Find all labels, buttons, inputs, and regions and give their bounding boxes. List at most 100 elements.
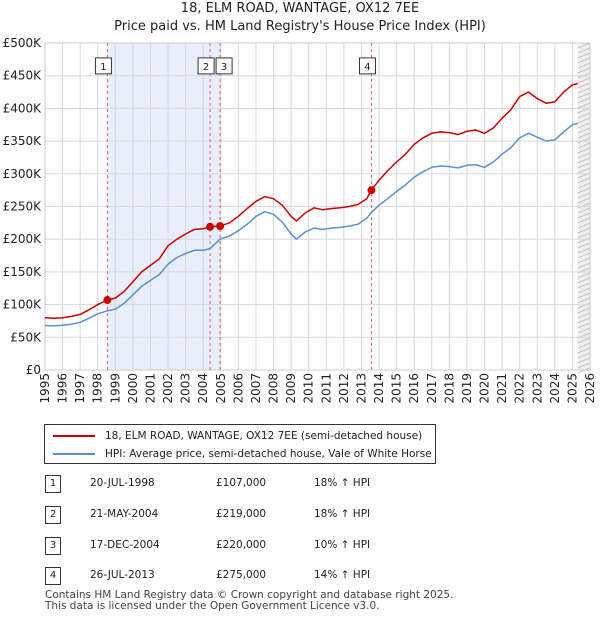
x-tick-label: 2012 <box>337 373 351 404</box>
y-tick-label: £300K <box>3 167 43 181</box>
sale-point <box>216 222 225 231</box>
forecast-hatch <box>577 92 591 99</box>
x-tick-label: 2015 <box>390 373 404 404</box>
forecast-hatch <box>577 282 591 289</box>
x-tick-label: 2025 <box>565 373 579 404</box>
forecast-hatch <box>577 307 591 314</box>
x-tick-label: 1995 <box>38 373 52 404</box>
forecast-hatch <box>577 177 591 184</box>
transaction-price: £219,000 <box>216 508 267 520</box>
y-tick-label: £200K <box>3 232 43 246</box>
forecast-hatch <box>577 227 591 234</box>
x-tick-label: 2022 <box>513 373 527 404</box>
forecast-hatch <box>577 132 591 139</box>
transaction-hpi-change: 18% ↑ HPI <box>314 508 371 520</box>
x-tick-label: 2020 <box>478 373 492 404</box>
sale-marker-box <box>358 57 376 75</box>
x-tick-label: 2023 <box>530 373 544 404</box>
x-tick-label: 2024 <box>548 373 562 404</box>
sale-marker-label: 2 <box>203 62 209 73</box>
transaction-row: 2 21-MAY-2004 £219,000 18% ↑ HPI <box>0 506 600 526</box>
x-tick-label: 1996 <box>56 373 70 404</box>
transaction-row: 3 17-DEC-2004 £220,000 10% ↑ HPI <box>0 537 600 557</box>
forecast-hatch <box>577 287 591 294</box>
forecast-hatch <box>577 97 591 104</box>
forecast-hatch <box>577 157 591 164</box>
forecast-hatch <box>577 57 591 64</box>
forecast-hatch <box>577 67 591 74</box>
forecast-hatch <box>577 192 591 199</box>
plot-border <box>44 42 591 371</box>
y-tick-label: £450K <box>3 69 43 83</box>
forecast-hatch <box>577 277 591 284</box>
forecast-hatch <box>577 77 591 84</box>
legend-entry-hpi: HPI: Average price, semi-detached house,… <box>53 446 432 462</box>
legend-swatch-property <box>53 435 95 437</box>
forecast-hatch <box>577 352 591 359</box>
x-tick-label: 2003 <box>179 373 193 404</box>
sale-point <box>206 222 215 231</box>
x-tick-label: 2006 <box>231 373 245 404</box>
forecast-hatch <box>577 222 591 229</box>
sale-point <box>103 296 112 305</box>
x-tick-label: 1999 <box>108 373 122 404</box>
forecast-hatch <box>577 347 591 354</box>
forecast-hatch <box>577 142 591 149</box>
x-tick-label: 2013 <box>354 373 368 404</box>
forecast-hatch <box>577 247 591 254</box>
y-tick-label: £500K <box>3 36 43 50</box>
attribution-footer: Contains HM Land Registry data © Crown c… <box>45 590 453 612</box>
forecast-hatch <box>577 152 591 159</box>
y-tick-label: £400K <box>3 101 43 115</box>
forecast-hatch <box>577 182 591 189</box>
sale-point <box>367 186 376 195</box>
chart-legend: 18, ELM ROAD, WANTAGE, OX12 7EE (semi-de… <box>44 424 436 464</box>
y-tick-label: £150K <box>3 265 43 279</box>
x-tick-label: 1997 <box>73 373 87 404</box>
property-price-line <box>44 82 578 320</box>
sale-marker-box <box>215 57 233 75</box>
x-tick-label: 2010 <box>302 373 316 404</box>
transaction-number: 2 <box>45 506 61 524</box>
forecast-hatch <box>577 82 591 89</box>
forecast-hatch <box>577 47 591 54</box>
legend-label-hpi: HPI: Average price, semi-detached house,… <box>105 448 432 460</box>
forecast-hatch <box>577 232 591 239</box>
transaction-row: 1 20-JUL-1998 £107,000 18% ↑ HPI <box>0 475 600 495</box>
forecast-hatch <box>577 272 591 279</box>
forecast-hatch <box>577 62 591 69</box>
attribution-line-2: This data is licensed under the Open Gov… <box>45 600 380 612</box>
legend-entry-property: 18, ELM ROAD, WANTAGE, OX12 7EE (semi-de… <box>53 428 422 444</box>
y-tick-label: £100K <box>3 298 43 312</box>
transaction-date: 21-MAY-2004 <box>90 508 159 520</box>
forecast-hatch <box>577 302 591 309</box>
x-tick-label: 2014 <box>372 373 386 404</box>
transaction-hpi-change: 14% ↑ HPI <box>314 569 371 581</box>
transaction-date: 26-JUL-2013 <box>90 569 155 581</box>
transaction-hpi-change: 10% ↑ HPI <box>314 539 371 551</box>
sale-marker-label: 4 <box>364 62 370 73</box>
forecast-hatch <box>577 357 591 364</box>
transaction-date: 17-DEC-2004 <box>90 539 160 551</box>
sale-marker-box <box>197 57 215 75</box>
forecast-hatch <box>577 167 591 174</box>
forecast-hatch <box>577 297 591 304</box>
chart-subtitle: Price paid vs. HM Land Registry's House … <box>114 19 486 34</box>
forecast-hatch <box>577 52 591 59</box>
x-tick-label: 2017 <box>425 373 439 404</box>
transaction-hpi-change: 18% ↑ HPI <box>314 477 371 489</box>
forecast-hatch <box>577 312 591 319</box>
forecast-hatch <box>577 327 591 334</box>
x-tick-label: 2021 <box>495 373 509 404</box>
x-tick-label: 2008 <box>267 373 281 404</box>
y-tick-label: £350K <box>3 134 43 148</box>
forecast-hatch <box>577 162 591 169</box>
forecast-hatch <box>577 292 591 299</box>
x-tick-label: 2004 <box>196 373 210 404</box>
sale-marker-label: 3 <box>221 62 227 73</box>
transaction-date: 20-JUL-1998 <box>90 477 155 489</box>
forecast-hatch <box>577 42 591 49</box>
forecast-hatch <box>577 187 591 194</box>
forecast-hatch <box>577 252 591 259</box>
forecast-hatch <box>577 102 591 109</box>
